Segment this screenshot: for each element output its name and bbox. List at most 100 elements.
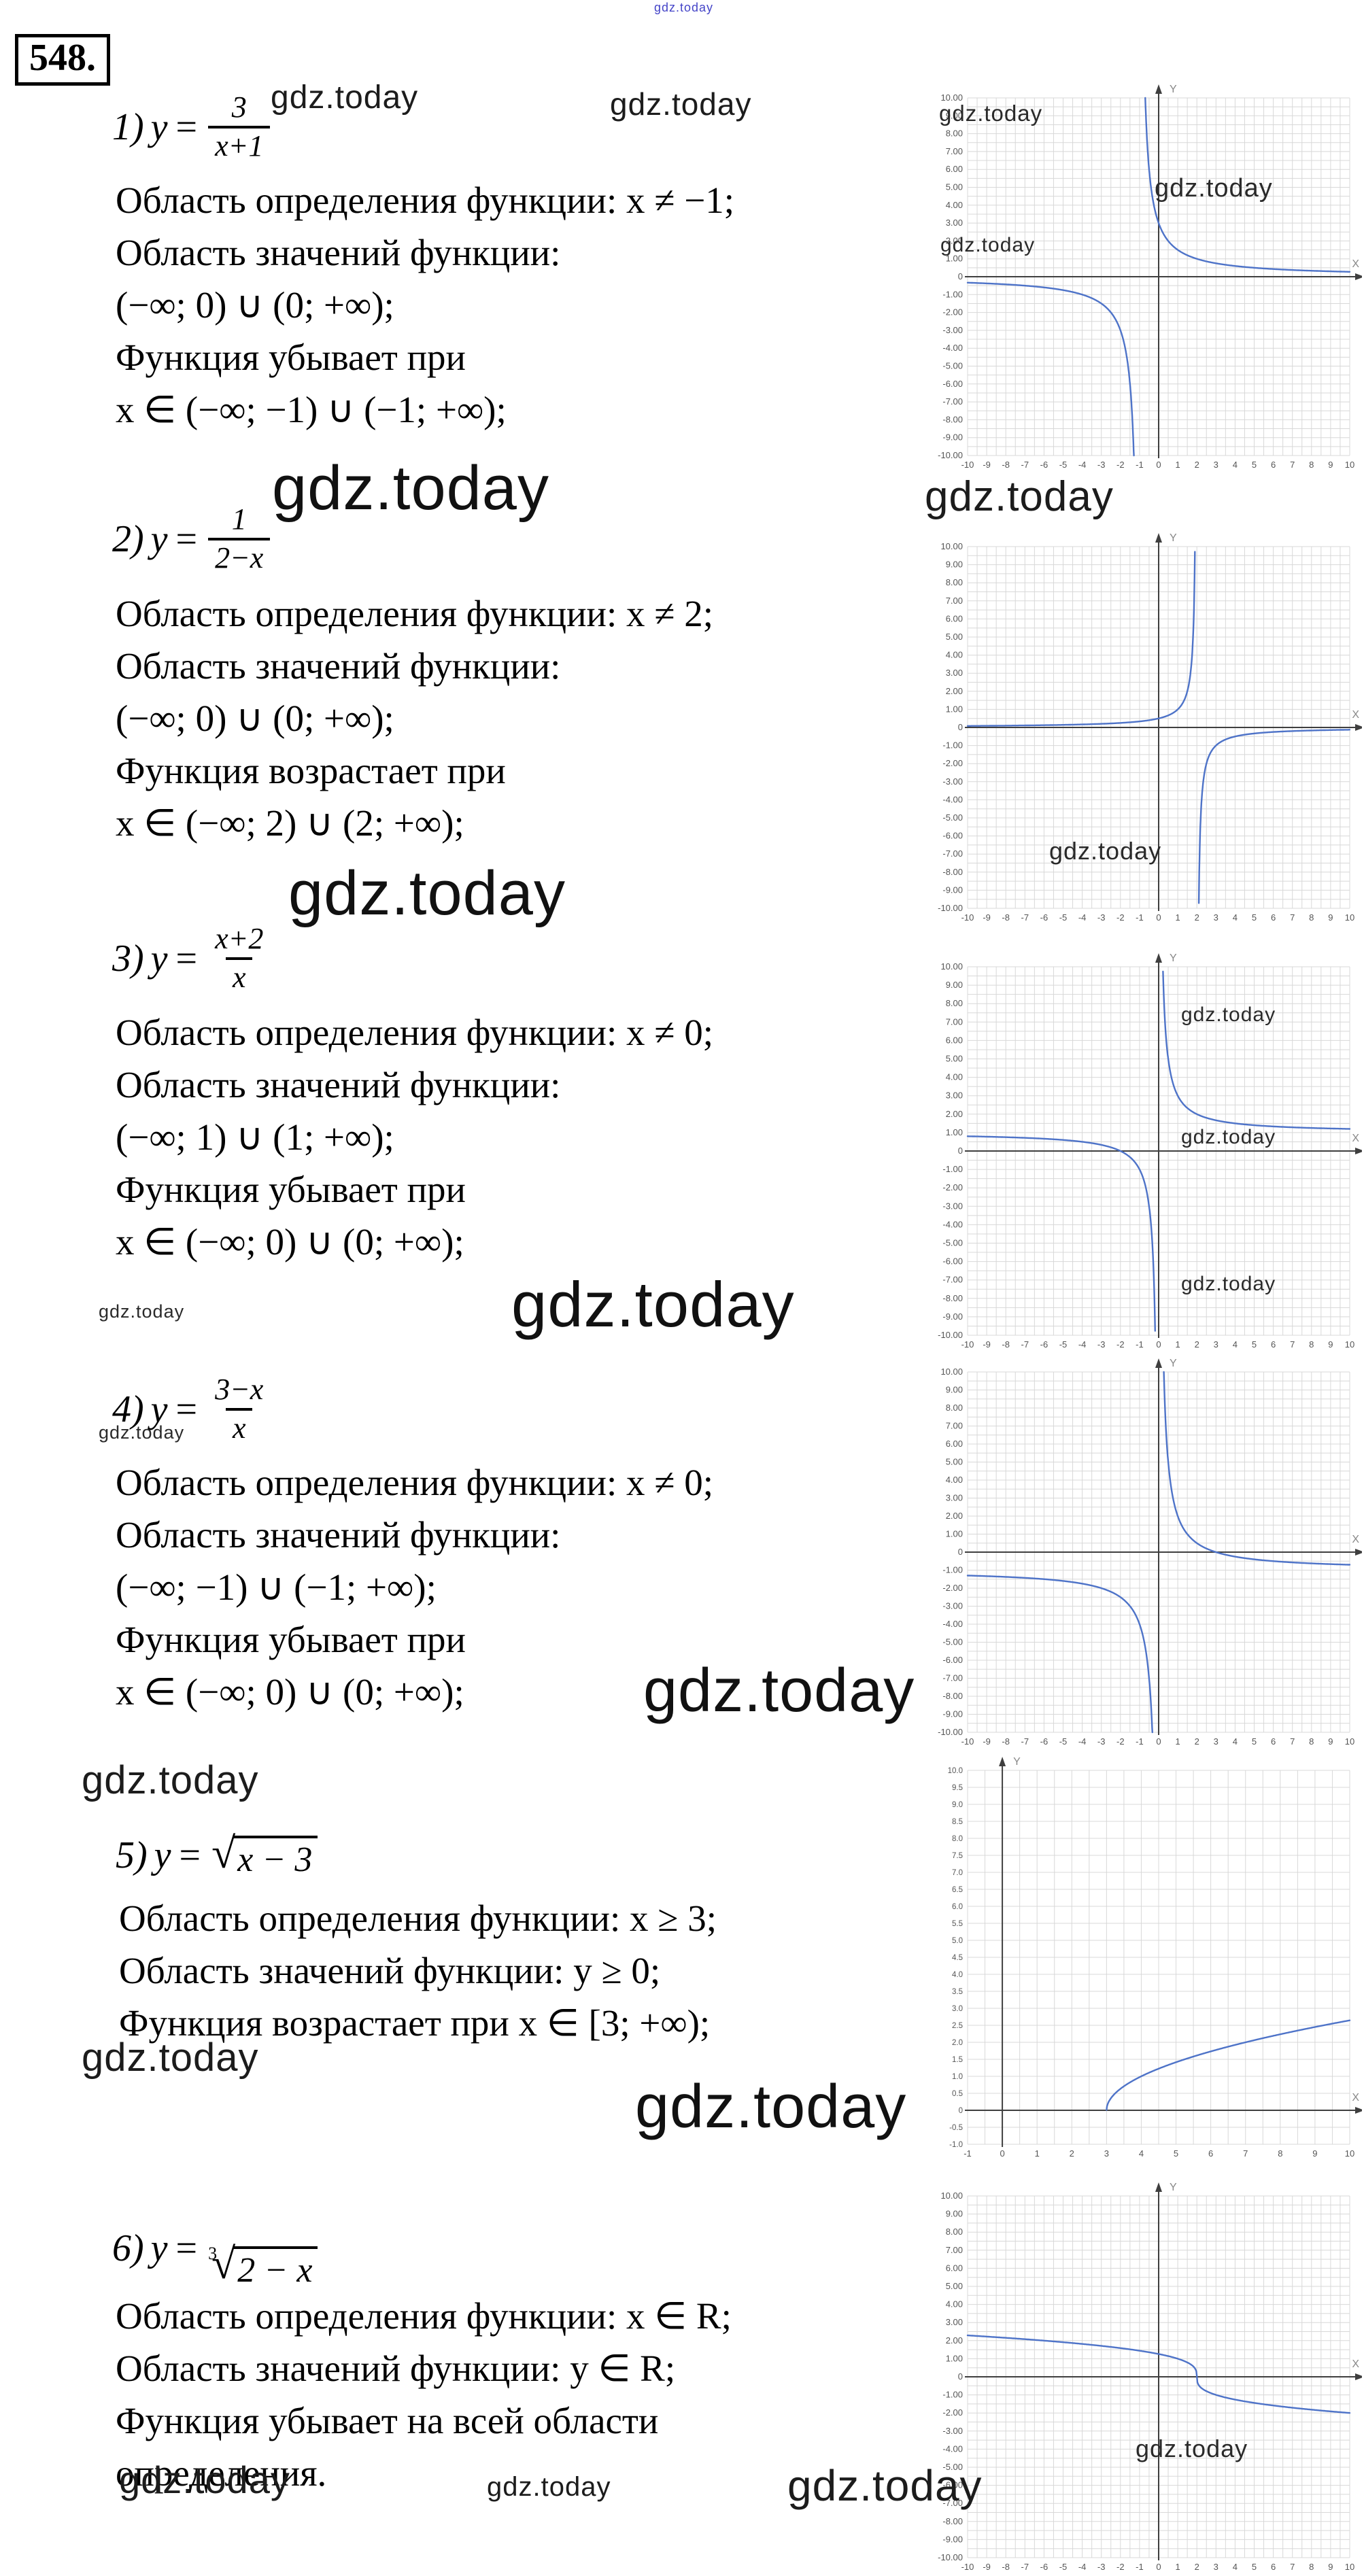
y-tick-label: 2.00 [946, 2335, 963, 2346]
y-tick-label: 1.5 [952, 2056, 963, 2064]
fraction-numerator: 3 [231, 90, 247, 124]
y-axis-arrow [999, 1757, 1006, 1766]
watermark: gdz.today [643, 1657, 915, 1725]
x-tick-label: 7 [1290, 2562, 1295, 2572]
x-tick-label: -2 [1116, 460, 1125, 470]
x-tick-label: 6 [1271, 2562, 1276, 2572]
y-tick-label: -4.00 [942, 343, 963, 353]
y-tick-label: 10.00 [940, 92, 963, 103]
section-formula-4: 4) y = 3−x x [112, 1375, 270, 1447]
y-tick-label: 6.0 [952, 1903, 963, 1911]
x-tick-label: -5 [1059, 1736, 1068, 1747]
section-lines-3: Область определения функции: x ≠ 0; Облас… [116, 1006, 713, 1268]
watermark: gdz.today [939, 101, 1043, 126]
x-tick-label: -10 [961, 1339, 974, 1350]
y-tick-label: -10.00 [938, 1727, 963, 1737]
x-tick-label: 3 [1214, 460, 1218, 470]
y-tick-label: 9.00 [946, 110, 963, 120]
problem-number: 548. [15, 34, 110, 86]
watermark: gdz.today [271, 80, 419, 116]
y-tick-label: 9.00 [946, 980, 963, 990]
y-tick-label: 3.00 [946, 668, 963, 678]
y-tick-label: -7.00 [942, 396, 963, 407]
x-tick-label: 9 [1312, 2148, 1317, 2159]
y-axis-letter: Y [1013, 1756, 1021, 1768]
x-tick-label: -3 [1097, 460, 1106, 470]
x-tick-label: 4 [1233, 1736, 1238, 1747]
y-tick-label: -2.00 [942, 2407, 963, 2418]
y-tick-label: 4.00 [946, 1072, 963, 1082]
x-tick-label: 5 [1252, 1736, 1257, 1747]
y-tick-label: 1.00 [946, 254, 963, 264]
x-tick-label: -10 [961, 460, 974, 470]
function-curve [1106, 2019, 1351, 2111]
y-tick-label: 10.00 [940, 2191, 963, 2201]
x-tick-label: 2 [1195, 1339, 1199, 1350]
y-tick-label: -1.00 [942, 289, 963, 299]
y-tick-label: 3.00 [946, 218, 963, 228]
y-tick-label: 8.00 [946, 128, 963, 139]
x-tick-label: -7 [1021, 2562, 1029, 2572]
solution-line: (−∞; 0) ∪ (0; +∞); [116, 284, 394, 326]
axes: YX [965, 1358, 1362, 1735]
function-curve [966, 1371, 1351, 1734]
y-axis-arrow [1155, 84, 1162, 94]
x-tick-label: 0 [1156, 460, 1161, 470]
x-tick-label: 9 [1328, 460, 1333, 470]
solution-line: Область определения функции: x ≠ 2; [116, 593, 713, 634]
x-tick-label: -5 [1059, 912, 1068, 923]
x-tick-label: 1 [1035, 2148, 1040, 2159]
solution-line: (−∞; −1) ∪ (−1; +∞); [116, 1566, 437, 1608]
tick-labels: 10.00 9.00 8.00 7.00 6.00 5.00 4.00 3.00 2.00 1.0… [938, 961, 1354, 1350]
x-tick-label: 6 [1208, 2148, 1213, 2159]
solution-line: x ∈ (−∞; 0) ∪ (0; +∞); [116, 1671, 464, 1713]
y-tick-label: -4.00 [942, 794, 963, 804]
x-tick-label: 7 [1243, 2148, 1248, 2159]
x-tick-label: -8 [1002, 2562, 1010, 2572]
solution-line: Область значений функции: [116, 232, 561, 273]
x-axis-arrow [1355, 1549, 1362, 1556]
x-tick-label: -4 [1078, 912, 1087, 923]
y-tick-label: -1.00 [942, 740, 963, 751]
x-tick-label: -3 [1097, 1339, 1106, 1350]
y-tick-label: -8.00 [942, 414, 963, 424]
x-tick-label: 2 [1070, 2148, 1074, 2159]
x-tick-label: -8 [1002, 460, 1010, 470]
x-tick-label: -7 [1021, 912, 1029, 923]
y-tick-label: 5.00 [946, 1054, 963, 1064]
x-axis-letter: X [1352, 2092, 1359, 2103]
y-axis-arrow [1155, 1358, 1162, 1368]
x-tick-label: -1 [1136, 460, 1144, 470]
y-tick-label: -7.00 [942, 1673, 963, 1683]
solution-line: Область значений функции: [116, 1514, 561, 1556]
watermark: gdz.today [1136, 2435, 1248, 2462]
watermark: gdz.today [511, 1269, 795, 1340]
y-tick-label: 0 [958, 271, 963, 281]
y-tick-label: -7.00 [942, 1275, 963, 1285]
section-formula-5: 5) y = √ x − 3 [116, 1831, 318, 1878]
y-tick-label: -2.00 [942, 758, 963, 768]
x-tick-label: 3 [1214, 1339, 1218, 1350]
tick-labels: 10.00 9.00 8.00 7.00 6.00 5.00 4.00 3.00 2.00 1.0… [938, 1367, 1354, 1747]
solution-line: (−∞; 0) ∪ (0; +∞); [116, 698, 394, 739]
x-tick-label: -5 [1059, 1339, 1068, 1350]
y-tick-label: -1.0 [949, 2141, 963, 2149]
y-tick-label: -6.00 [942, 2480, 963, 2490]
equals-sign: = [179, 1834, 201, 1876]
fraction: 3−x x [208, 1375, 270, 1443]
y-tick-label: 5.0 [952, 1937, 963, 1945]
y-tick-label: 0 [958, 1146, 963, 1156]
y-tick-label: 8.00 [946, 577, 963, 587]
formula-lhs: y [150, 518, 168, 561]
radical: √ x − 3 [211, 1831, 318, 1878]
y-tick-label: 6.00 [946, 613, 963, 623]
y-tick-label: 4.00 [946, 200, 963, 210]
y-tick-label: 2.00 [946, 1511, 963, 1521]
graph-svg-1: YX10.009.008.007.006.005.004.003.002.001… [938, 84, 1362, 470]
fraction-numerator: 1 [231, 502, 247, 536]
x-tick-label: 2 [1195, 1736, 1199, 1747]
function-curve [966, 2334, 1351, 2414]
graph-svg-4: YX10.009.008.007.006.005.004.003.002.001… [938, 1358, 1362, 1747]
x-tick-label: 3 [1214, 912, 1218, 923]
